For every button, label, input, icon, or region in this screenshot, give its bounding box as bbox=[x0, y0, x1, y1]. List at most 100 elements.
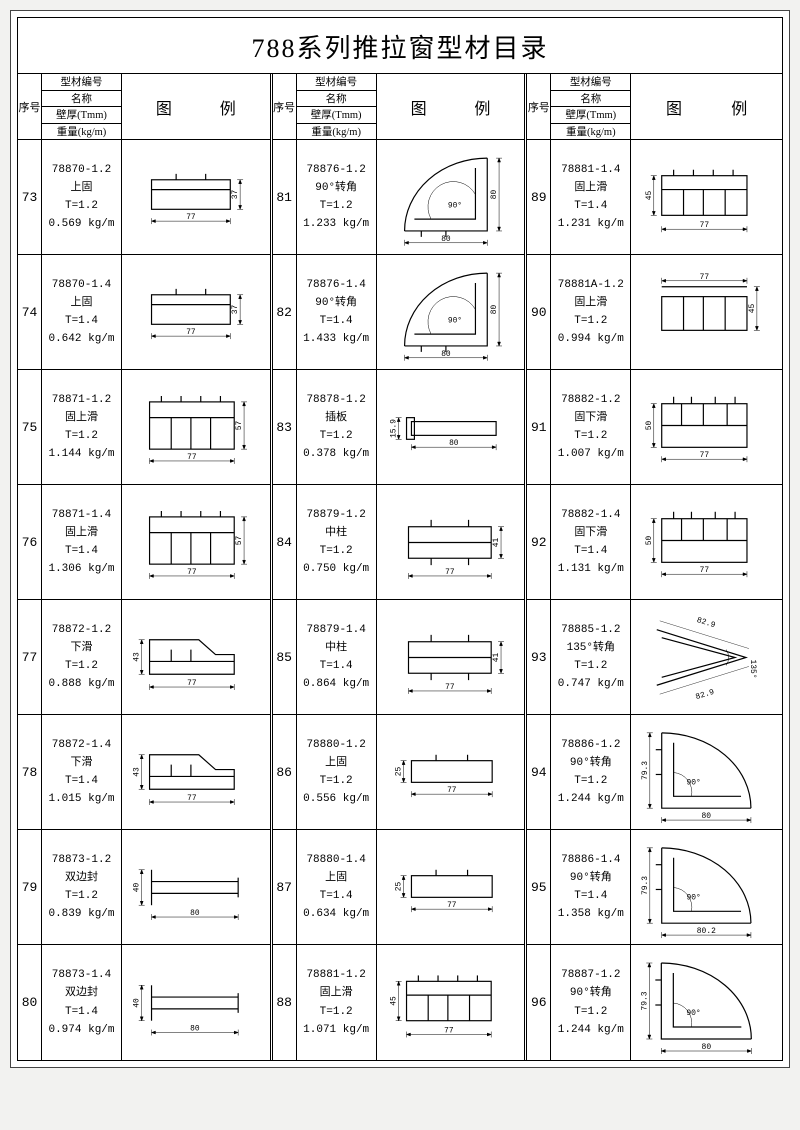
profile-weight: 0.642 kg/m bbox=[48, 330, 114, 348]
seq-number: 86 bbox=[273, 715, 297, 829]
seq-number: 79 bbox=[18, 830, 42, 944]
profile-code: 78870-1.4 bbox=[52, 276, 111, 294]
header-name: 名称 bbox=[551, 91, 630, 108]
profile-weight: 0.974 kg/m bbox=[48, 1021, 114, 1039]
profile-code: 78880-1.2 bbox=[306, 736, 365, 754]
svg-text:77: 77 bbox=[444, 1027, 454, 1036]
profile-diagram: 77 37 bbox=[122, 140, 270, 254]
profile-thickness: T=1.4 bbox=[320, 887, 353, 905]
svg-text:79.3: 79.3 bbox=[641, 876, 650, 895]
svg-text:80: 80 bbox=[190, 1025, 200, 1034]
page-inner: 788系列推拉窗型材目录 序号 型材编号 名称 壁厚(Tmm) 重量(kg/m)… bbox=[17, 17, 783, 1061]
table-row: 86 78880-1.2 上固 T=1.2 0.556 kg/m 77 25 bbox=[273, 715, 525, 830]
spec-cell: 78879-1.2 中柱 T=1.2 0.750 kg/m bbox=[297, 485, 377, 599]
svg-text:77: 77 bbox=[700, 566, 710, 575]
profile-weight: 1.071 kg/m bbox=[303, 1021, 369, 1039]
svg-text:77: 77 bbox=[445, 568, 455, 577]
profile-diagram: 77 41 bbox=[377, 600, 525, 714]
profile-diagram: 77 57 bbox=[122, 370, 270, 484]
profile-diagram: 90° 80 80 bbox=[377, 140, 525, 254]
profile-code: 78872-1.4 bbox=[52, 736, 111, 754]
column-header: 序号 型材编号 名称 壁厚(Tmm) 重量(kg/m) 图 例 bbox=[18, 74, 270, 140]
header-weight: 重量(kg/m) bbox=[297, 124, 376, 140]
profile-weight: 0.569 kg/m bbox=[48, 215, 114, 233]
table-row: 76 78871-1.4 固上滑 T=1.4 1.306 kg/m 77 bbox=[18, 485, 270, 600]
profile-name: 上固 bbox=[325, 869, 347, 887]
profile-name: 上固 bbox=[71, 179, 93, 197]
profile-diagram: 135° 82.9 82.9 bbox=[631, 600, 782, 714]
profile-name: 下滑 bbox=[71, 754, 93, 772]
profile-code: 78878-1.2 bbox=[306, 391, 365, 409]
columns-container: 序号 型材编号 名称 壁厚(Tmm) 重量(kg/m) 图 例 73 78870… bbox=[18, 74, 782, 1060]
profile-diagram: 77 45 bbox=[631, 255, 782, 369]
header-seq: 序号 bbox=[273, 74, 297, 139]
profile-weight: 0.864 kg/m bbox=[303, 675, 369, 693]
column: 序号 型材编号 名称 壁厚(Tmm) 重量(kg/m) 图 例 81 78876… bbox=[273, 74, 528, 1060]
header-seq: 序号 bbox=[18, 74, 42, 139]
svg-text:77: 77 bbox=[186, 328, 196, 337]
profile-name: 90°转角 bbox=[570, 869, 612, 887]
svg-text:45: 45 bbox=[748, 304, 757, 314]
profile-weight: 1.144 kg/m bbox=[48, 445, 114, 463]
svg-text:80: 80 bbox=[702, 1043, 712, 1052]
seq-number: 77 bbox=[18, 600, 42, 714]
svg-text:80: 80 bbox=[449, 439, 459, 448]
svg-text:77: 77 bbox=[700, 273, 710, 282]
svg-text:80: 80 bbox=[702, 812, 712, 821]
profile-code: 78876-1.4 bbox=[306, 276, 365, 294]
profile-code: 78881-1.4 bbox=[561, 161, 620, 179]
profile-name: 90°转角 bbox=[570, 984, 612, 1002]
profile-thickness: T=1.2 bbox=[65, 657, 98, 675]
profile-code: 78882-1.4 bbox=[561, 506, 620, 524]
table-row: 92 78882-1.4 固下滑 T=1.4 1.131 kg/m 77 50 bbox=[527, 485, 782, 600]
svg-text:135°: 135° bbox=[748, 659, 757, 678]
table-row: 90 78881A-1.2 固上滑 T=1.2 0.994 kg/m 77 45 bbox=[527, 255, 782, 370]
spec-cell: 78881A-1.2 固上滑 T=1.2 0.994 kg/m bbox=[551, 255, 631, 369]
header-code: 型材编号 bbox=[297, 74, 376, 91]
profile-name: 插板 bbox=[325, 409, 347, 427]
svg-text:50: 50 bbox=[645, 536, 654, 546]
profile-thickness: T=1.2 bbox=[574, 772, 607, 790]
svg-text:80: 80 bbox=[441, 235, 451, 244]
profile-thickness: T=1.2 bbox=[574, 312, 607, 330]
header-thick: 壁厚(Tmm) bbox=[42, 107, 121, 124]
profile-code: 78872-1.2 bbox=[52, 621, 111, 639]
svg-text:90°: 90° bbox=[448, 316, 462, 325]
table-row: 78 78872-1.4 下滑 T=1.4 1.015 kg/m 77 43 bbox=[18, 715, 270, 830]
column: 序号 型材编号 名称 壁厚(Tmm) 重量(kg/m) 图 例 73 78870… bbox=[18, 74, 273, 1060]
profile-thickness: T=1.2 bbox=[574, 657, 607, 675]
profile-code: 78887-1.2 bbox=[561, 966, 620, 984]
profile-diagram: 77 25 bbox=[377, 830, 525, 944]
svg-text:80: 80 bbox=[441, 350, 451, 359]
svg-text:41: 41 bbox=[492, 537, 501, 547]
seq-number: 83 bbox=[273, 370, 297, 484]
svg-text:90°: 90° bbox=[687, 893, 701, 902]
spec-cell: 78876-1.2 90°转角 T=1.2 1.233 kg/m bbox=[297, 140, 377, 254]
seq-number: 87 bbox=[273, 830, 297, 944]
svg-text:41: 41 bbox=[492, 652, 501, 662]
svg-text:40: 40 bbox=[133, 882, 142, 892]
profile-diagram: 77 57 bbox=[122, 485, 270, 599]
svg-text:57: 57 bbox=[235, 421, 244, 431]
svg-text:25: 25 bbox=[394, 882, 403, 892]
table-row: 94 78886-1.2 90°转角 T=1.2 1.244 kg/m 90° … bbox=[527, 715, 782, 830]
svg-text:25: 25 bbox=[394, 767, 403, 777]
profile-diagram: 77 45 bbox=[377, 945, 525, 1060]
spec-cell: 78885-1.2 135°转角 T=1.2 0.747 kg/m bbox=[551, 600, 631, 714]
header-code: 型材编号 bbox=[42, 74, 121, 91]
svg-text:43: 43 bbox=[133, 652, 142, 662]
seq-number: 73 bbox=[18, 140, 42, 254]
profile-thickness: T=1.2 bbox=[320, 1003, 353, 1021]
seq-number: 95 bbox=[527, 830, 551, 944]
profile-diagram: 77 50 bbox=[631, 485, 782, 599]
profile-diagram: 90° 80.2 79.3 bbox=[631, 830, 782, 944]
svg-text:82.9: 82.9 bbox=[695, 688, 716, 702]
profile-code: 78886-1.2 bbox=[561, 736, 620, 754]
seq-number: 82 bbox=[273, 255, 297, 369]
spec-cell: 78870-1.2 上固 T=1.2 0.569 kg/m bbox=[42, 140, 122, 254]
svg-text:37: 37 bbox=[231, 305, 240, 315]
column-header: 序号 型材编号 名称 壁厚(Tmm) 重量(kg/m) 图 例 bbox=[273, 74, 525, 140]
profile-diagram: 77 43 bbox=[122, 600, 270, 714]
profile-name: 双边封 bbox=[65, 984, 98, 1002]
profile-name: 中柱 bbox=[325, 524, 347, 542]
